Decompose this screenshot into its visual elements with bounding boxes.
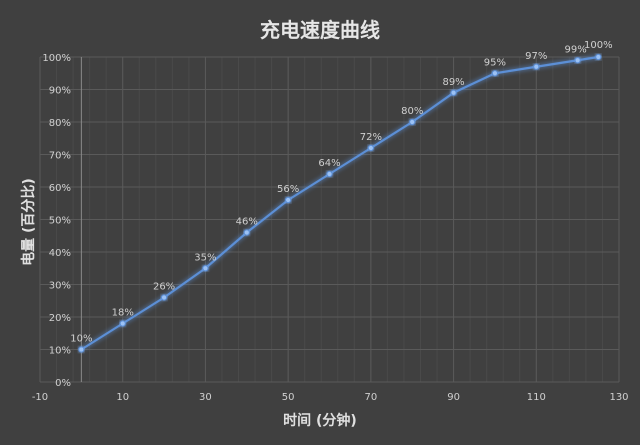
gridlines [39,56,620,383]
data-label: 46% [236,217,258,228]
data-label: 18% [112,308,134,319]
y-tick-label: 80% [49,118,71,129]
y-tick-label: 30% [49,281,71,292]
data-label: 26% [153,282,175,293]
data-series-line [78,53,602,353]
chart-title: 充电速度曲线 [260,18,380,42]
data-label: 56% [277,184,299,195]
x-tick-label: 130 [609,392,628,403]
data-point [491,70,499,77]
x-tick-label: 10 [116,392,129,403]
data-point [450,89,457,96]
data-label: 72% [360,132,382,143]
y-tick-label: 70% [49,151,71,162]
x-tick-label: -10 [32,392,48,403]
x-tick-label: 30 [199,392,212,403]
series-line [80,55,599,351]
data-label: 99% [565,44,587,55]
y-tick-label: 10% [49,346,71,357]
data-label: 10% [70,334,92,345]
data-label: 35% [194,252,216,263]
y-tick-label: 90% [49,86,71,97]
y-tick-label: 50% [49,216,71,227]
data-label: 80% [401,106,423,117]
tick-labels: 0% 10% 20% 30% 40% 50% 60% 70% 80% 90% 100% -10 10 30… [32,53,629,403]
data-point [367,144,374,152]
y-tick-label: 0% [55,378,71,389]
x-tick-label: 70 [364,392,377,403]
data-point [119,320,126,327]
data-labels: 10% 18% 26% 35% 46% 56% 64% 72% 80% 89% 95% 97% 99%1… [70,40,612,345]
data-point [533,63,540,70]
y-tick-label: 100% [42,53,71,64]
data-point [574,57,581,64]
data-point [409,118,416,126]
data-point [202,265,209,272]
data-point [285,196,292,204]
y-tick-label: 40% [49,248,71,259]
data-label: 64% [318,158,340,169]
data-label: 95% [484,57,506,68]
x-axis-label: 时间 (分钟) [283,413,357,429]
data-point [243,229,250,236]
data-point [78,346,85,353]
data-point [595,53,602,61]
data-label: 100% [584,40,613,51]
x-tick-label: 50 [282,392,295,403]
y-tick-label: 60% [49,183,71,194]
data-point [326,170,333,178]
data-label: 97% [525,51,547,62]
data-point [160,294,168,301]
data-label: 89% [442,77,464,88]
x-tick-label: 110 [527,392,546,403]
x-tick-label: 90 [447,392,460,403]
y-tick-label: 20% [49,313,71,324]
